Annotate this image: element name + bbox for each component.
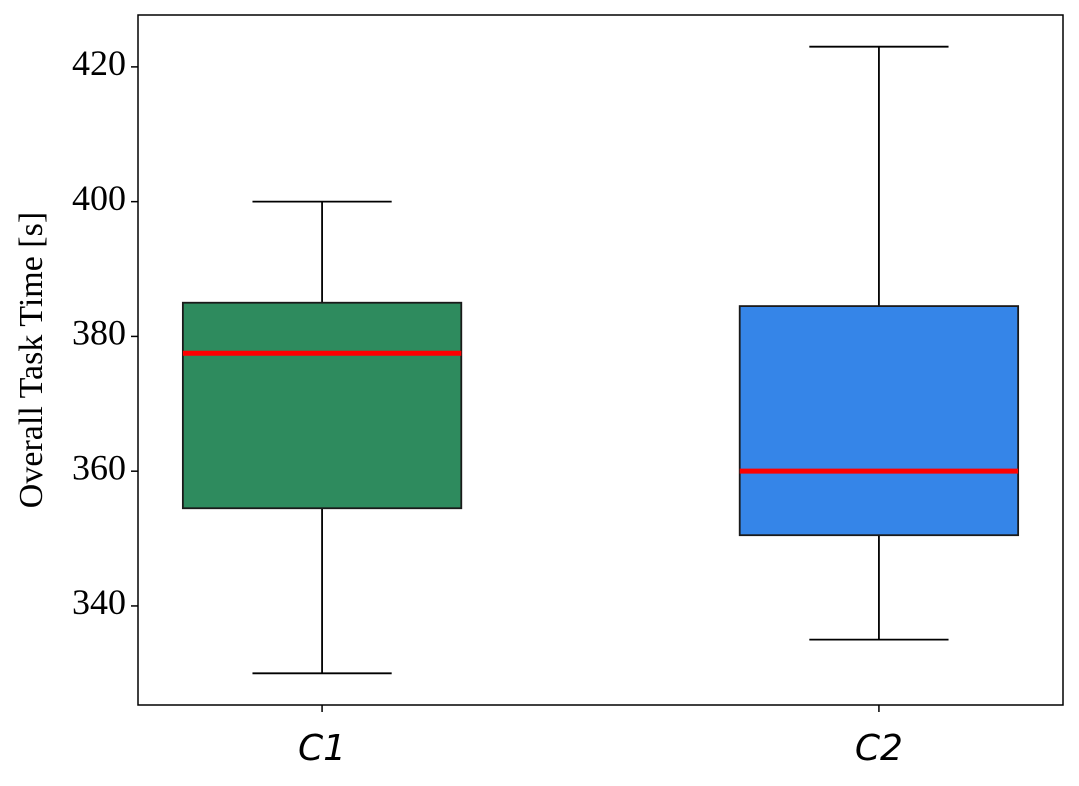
- y-tick-label: 400: [72, 178, 126, 218]
- box: [738, 305, 1020, 537]
- y-tick-label: 340: [72, 582, 126, 622]
- plot-frame: [137, 14, 1064, 706]
- x-tick-label: C1: [298, 728, 346, 769]
- y-tick-label: 360: [72, 447, 126, 487]
- y-axis-label: Overall Task Time [s]: [13, 212, 50, 508]
- y-tick-label: 380: [72, 313, 126, 353]
- x-tick-label: C2: [855, 728, 903, 769]
- box: [181, 301, 463, 510]
- y-tick-label: 420: [72, 43, 126, 83]
